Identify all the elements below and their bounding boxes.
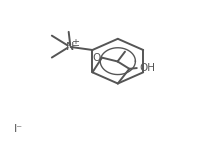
Text: OH: OH: [140, 63, 156, 73]
Text: ±: ±: [71, 38, 79, 48]
Text: I⁻: I⁻: [14, 124, 23, 134]
Text: N: N: [66, 42, 74, 51]
Text: O: O: [92, 53, 101, 63]
